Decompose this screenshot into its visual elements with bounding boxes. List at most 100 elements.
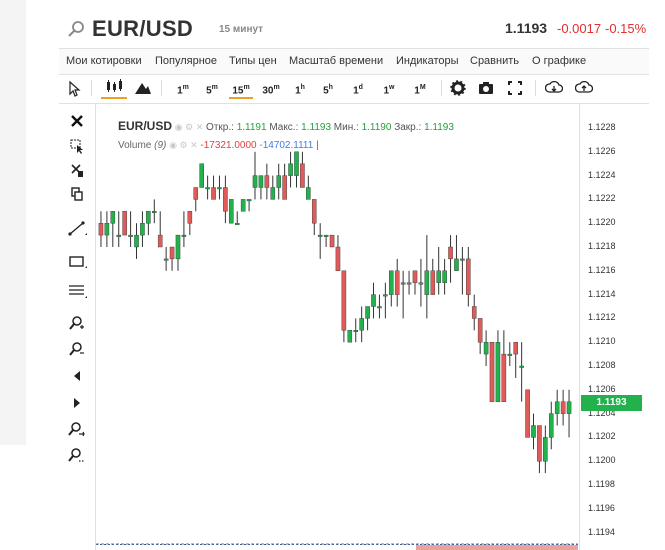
candle-down [157,234,163,248]
candle-down [537,425,542,462]
eye-icon[interactable]: ◉ ⚙ ✕ [174,122,204,132]
candle-up [543,437,548,462]
menu-price-types[interactable]: Типы цен [229,55,277,67]
candle-down [448,246,453,260]
candle-up [163,258,169,261]
interval-5h[interactable]: 5h [323,84,333,97]
candlestick-chart[interactable] [96,104,578,550]
y-tick-label: 1.1214 [588,288,616,299]
y-tick-label: 1.1220 [588,217,616,228]
candle-up [234,222,240,225]
interval-30m[interactable]: 30m [262,84,280,97]
interval-1d[interactable]: 1d [353,84,363,97]
menu-time-scale[interactable]: Масштаб времени [289,55,384,67]
cursor-icon[interactable] [67,77,81,99]
volume-bars [416,545,578,550]
volume-period: (9) [154,140,167,151]
interval-1h[interactable]: 1h [295,84,305,97]
menu-popular[interactable]: Популярное [155,55,218,67]
rectangle-icon[interactable] [67,252,87,270]
y-tick-label: 1.1224 [588,169,616,180]
volume-value-1: -17321.0000 [200,140,257,151]
interval-1w[interactable]: 1w [383,84,395,97]
chart-menu: Мои котировки Популярное Типы цен Масшта… [59,48,649,75]
scroll-right-icon[interactable] [67,394,87,412]
candle-up [389,270,394,295]
candle-down [430,270,436,295]
candles-icon[interactable] [101,77,127,99]
drawing-tools [59,104,96,550]
candle-down [489,341,495,402]
interval-5m[interactable]: 5m [206,84,218,97]
candle-down [211,187,216,200]
interval-1M[interactable]: 1M [414,84,426,97]
candle-down [341,270,347,331]
close-icon[interactable] [67,112,87,130]
menu-indicators[interactable]: Индикаторы [396,55,459,67]
candle-down [513,341,518,355]
candle-down [329,234,335,248]
candle-down [311,199,317,224]
chart-toolbar: 1m 5m 15m 30m 1h 5h 1d 1w 1M [59,74,649,104]
menu-compare[interactable]: Сравнить [470,55,520,67]
candle-up [229,199,234,224]
zoom-in-icon[interactable] [67,314,87,332]
zoom-area-icon[interactable] [67,420,87,438]
candle-up [359,318,364,331]
candle-down [264,175,270,188]
interval-1m[interactable]: 1m [177,84,189,97]
volume-eye-icon[interactable]: ◉ ⚙ ✕ [169,140,198,150]
price-change: -0.0017 [557,21,602,36]
candle-up [146,211,151,224]
interval-15m[interactable]: 15m [229,77,253,99]
current-price: 1.1193 [505,20,548,36]
price-axis[interactable]: 1.1228 1.1226 1.1224 1.1222 1.1220 1.1218 1.12… [579,104,650,550]
settings-icon[interactable] [449,77,467,99]
candle-up [483,341,489,355]
line-icon[interactable] [67,219,87,237]
candle-up [199,163,204,188]
candle-down [560,401,566,414]
menu-about-chart[interactable]: О графике [532,55,587,67]
y-tick-label: 1.1194 [588,526,615,537]
high-value: 1.1193 [301,122,331,133]
candle-up [110,211,116,224]
upload-icon[interactable] [575,77,593,99]
candle-up [454,258,459,271]
fibonacci-icon[interactable] [67,282,87,300]
delete-icon[interactable] [67,161,87,179]
candle-down [169,246,175,260]
candle-down [477,318,483,343]
volume-legend: Volume (9) ◉ ⚙ ✕ -17321.0000 -14702.1111… [118,140,319,151]
magnet-icon[interactable] [67,446,87,464]
y-tick-label: 1.1226 [588,145,616,156]
search-icon[interactable] [67,20,85,38]
last-price-tag: 1.1193 [581,395,642,411]
candle-up [140,222,145,236]
candle-up [294,151,299,176]
scroll-left-icon[interactable] [67,367,87,385]
fullscreen-icon[interactable] [507,77,523,99]
menu-my-quotes[interactable]: Мои котировки [66,55,142,67]
candle-up [507,353,513,356]
select-icon[interactable] [67,137,87,155]
copy-icon[interactable] [67,185,87,203]
volume-divider: | [316,140,319,151]
candle-up [436,270,441,283]
timeframe-label: 15 минут [219,24,264,35]
close-value: 1.1193 [424,122,454,133]
camera-icon[interactable] [477,77,495,99]
candle-up [406,282,412,285]
candle-up [317,234,323,237]
candle-down [282,175,287,200]
volume-label: Volume [118,140,152,151]
ohlc-legend: EUR/USD ◉ ⚙ ✕ Откр.: 1.1191 Макс.: 1.119… [118,119,454,133]
y-tick-label: 1.1204 [588,407,616,418]
chart-area[interactable] [96,104,578,550]
y-tick-label: 1.1198 [588,479,615,489]
y-tick-label: 1.1222 [588,193,616,204]
mountain-icon[interactable] [133,77,153,99]
candle-down [335,246,341,271]
zoom-out-icon[interactable] [67,340,87,358]
download-icon[interactable] [545,77,563,99]
